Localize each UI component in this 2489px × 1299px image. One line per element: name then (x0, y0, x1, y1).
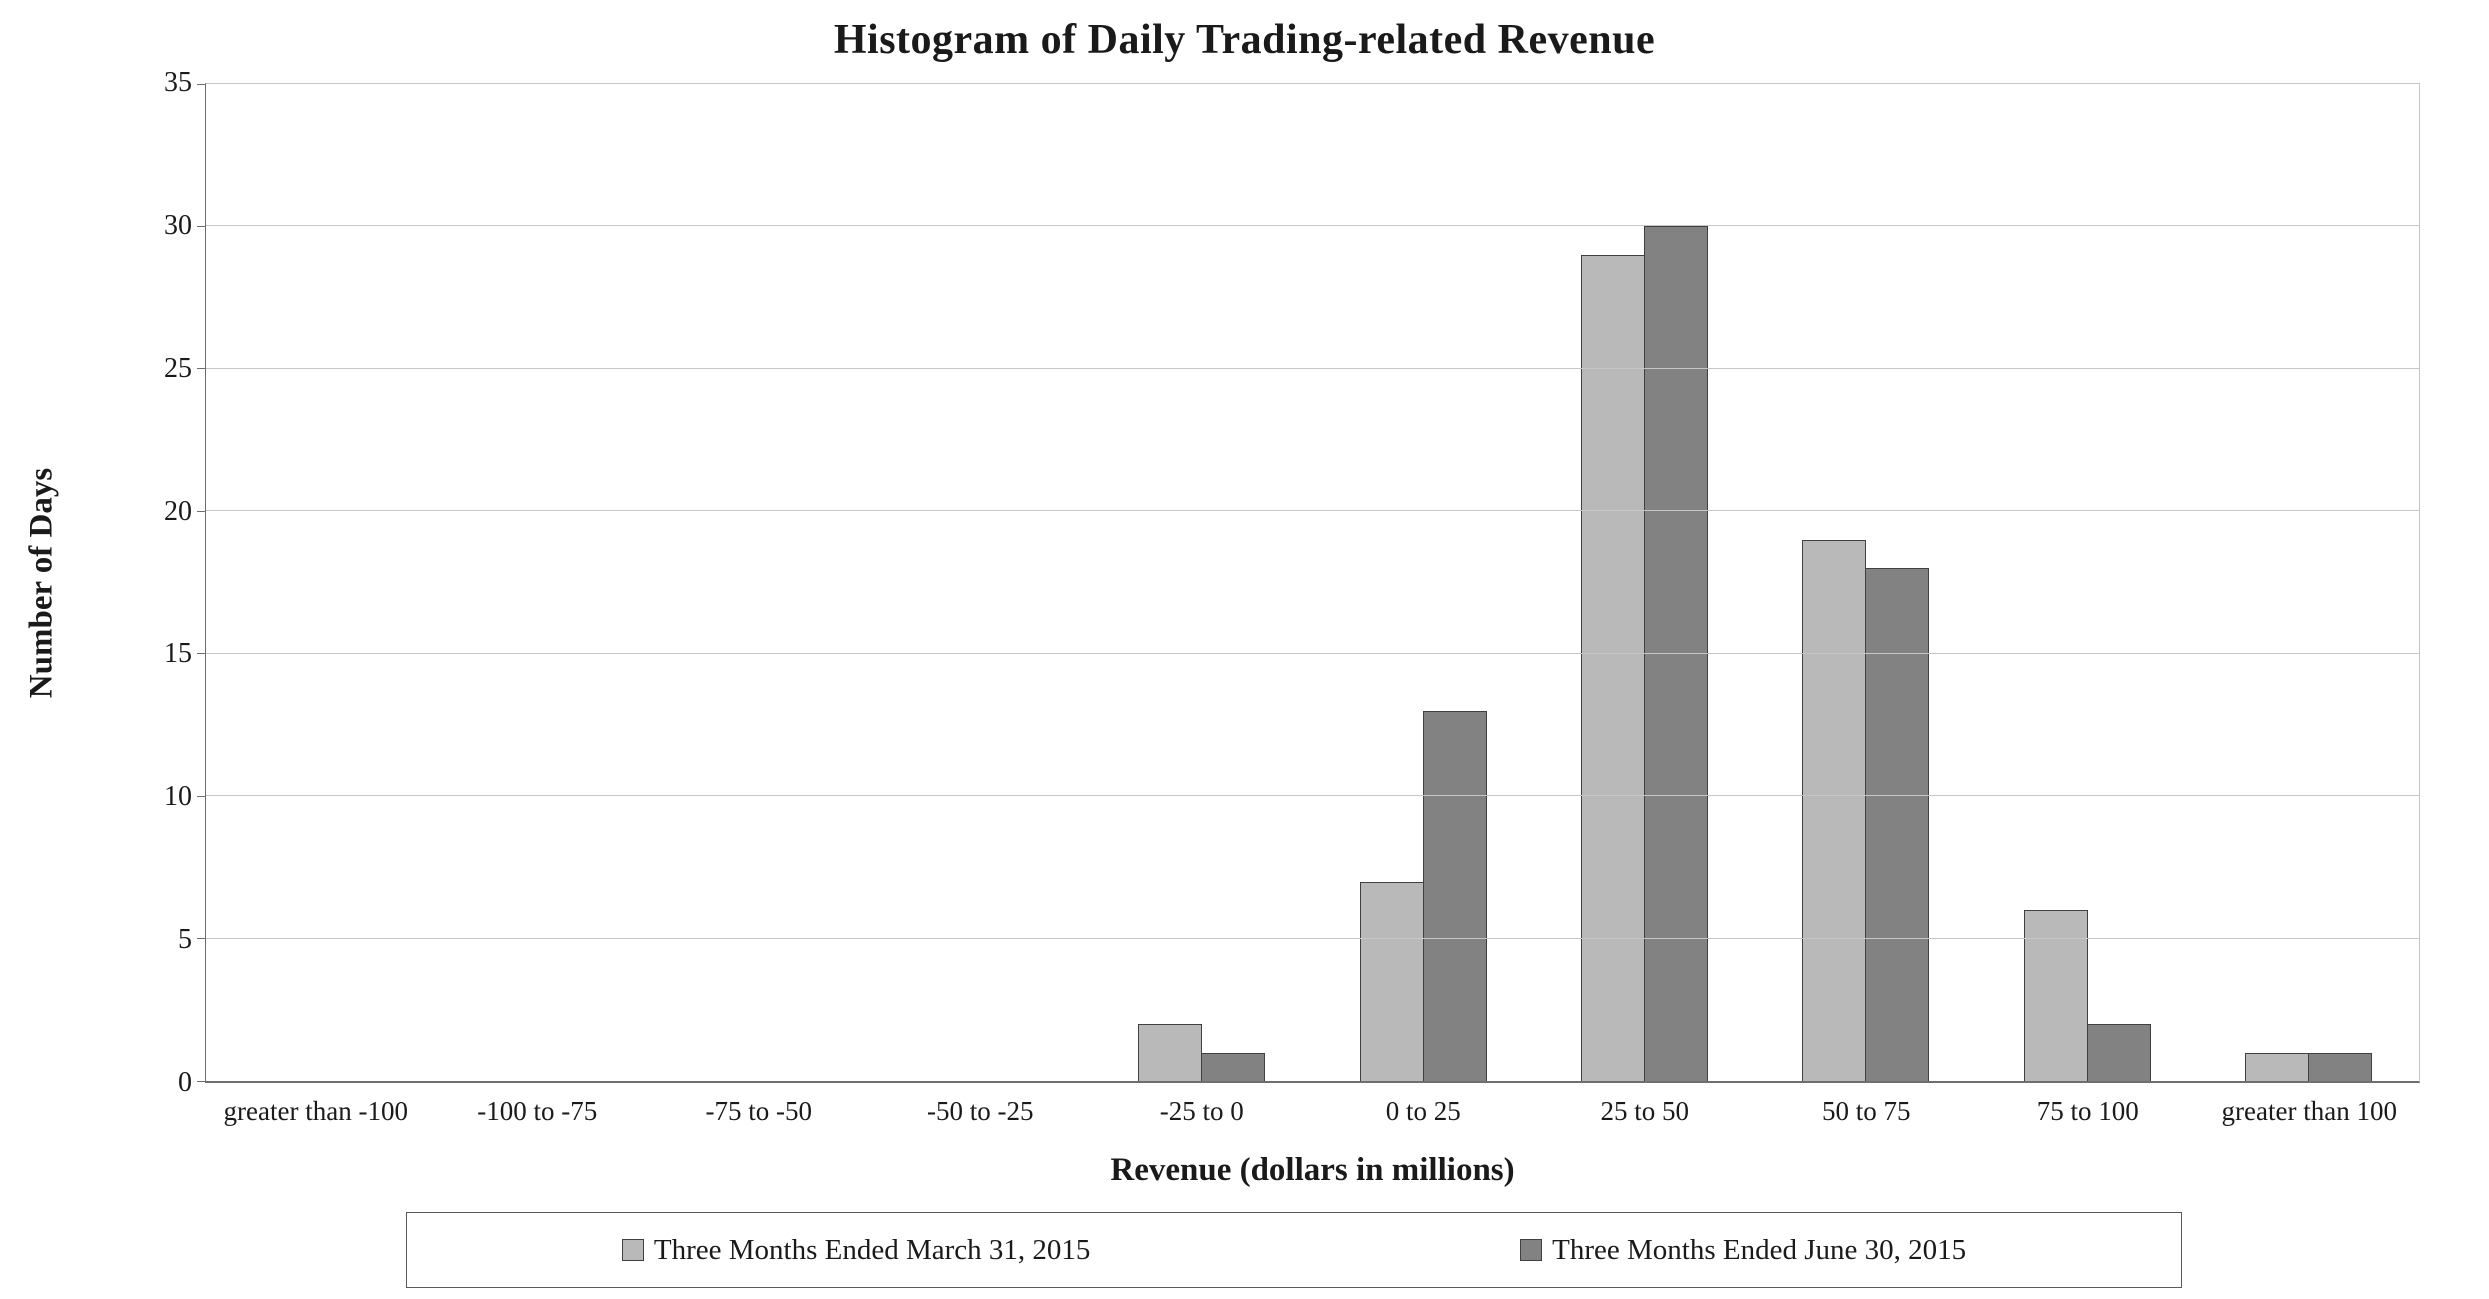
histogram-bar-series2 (1865, 568, 1930, 1081)
y-tick-label: 35 (164, 67, 192, 98)
y-tick-label: 15 (164, 638, 192, 670)
category-group (1312, 84, 1533, 1081)
y-axis-tick-labels: 0 5 10 15 20 25 30 35 (0, 69, 192, 1097)
histogram-bar-series2 (2086, 1024, 2151, 1081)
category-group (1534, 84, 1755, 1081)
category-group (427, 84, 648, 1081)
category-group (1976, 84, 2197, 1081)
legend-item-march: Three Months Ended March 31, 2015 (621, 1233, 1091, 1267)
y-tick-label: 10 (164, 781, 192, 813)
x-axis-title: Revenue (dollars in millions) (1110, 1152, 1515, 1188)
gridline (206, 225, 2419, 227)
y-tick-mark (197, 368, 206, 370)
histogram-bar-series1 (1138, 1024, 1203, 1081)
y-tick-mark (197, 653, 206, 655)
legend-item-june: Three Months Ended June 30, 2015 (1520, 1234, 1966, 1267)
histogram-bar-series1 (2023, 910, 2088, 1081)
x-tick-label: 50 to 75 (1821, 1096, 1911, 1126)
x-tick-label: -75 to -50 (705, 1096, 812, 1126)
y-tick-mark (197, 83, 206, 85)
category-group (1755, 84, 1976, 1081)
histogram-bar-series1 (1802, 539, 1867, 1081)
legend: Three Months Ended March 31, 2015 Three … (406, 1212, 2182, 1288)
y-tick-mark (197, 510, 206, 512)
x-tick-label: greater than -100 (223, 1096, 408, 1126)
y-tick-label: 20 (164, 495, 192, 527)
histogram-bar-series1 (1359, 881, 1424, 1081)
histogram-bar-series2 (1201, 1052, 1266, 1081)
y-tick-label: 0 (178, 1067, 192, 1098)
legend-label-june: Three Months Ended June 30, 2015 (1552, 1233, 1967, 1266)
y-tick-mark (197, 1080, 206, 1082)
chart-title: Histogram of Daily Trading-related Reven… (833, 17, 1656, 63)
histogram-bar-series2 (1422, 710, 1487, 1081)
legend-swatch-march (621, 1239, 644, 1261)
category-group (649, 84, 870, 1081)
y-tick-label: 30 (164, 209, 192, 241)
category-group (206, 84, 427, 1081)
histogram-bar-series2 (1643, 226, 1708, 1081)
y-tick-label: 25 (164, 352, 192, 384)
legend-label-march: Three Months Ended March 31, 2015 (653, 1233, 1091, 1266)
y-tick-mark (197, 225, 206, 227)
gridline (206, 795, 2419, 797)
x-tick-label: -25 to 0 (1159, 1096, 1244, 1126)
y-tick-mark (197, 795, 206, 797)
bars-container (206, 84, 2419, 1081)
x-tick-label: -50 to -25 (927, 1096, 1034, 1126)
x-tick-label: 25 to 50 (1600, 1096, 1689, 1126)
category-group (870, 84, 1091, 1081)
gridline (206, 367, 2419, 369)
x-tick-label: 75 to 100 (2036, 1096, 2139, 1126)
x-tick-label: -100 to -75 (477, 1096, 598, 1126)
y-tick-label: 5 (178, 924, 192, 956)
histogram-bar-series2 (2307, 1052, 2372, 1081)
gridline (206, 510, 2419, 512)
x-axis-tick-labels: greater than -100 -100 to -75 -75 to -50 -5… (205, 1096, 2420, 1127)
gridline (206, 937, 2419, 939)
gridline (206, 652, 2419, 654)
category-group (2198, 84, 2419, 1081)
legend-swatch-june (1520, 1239, 1543, 1261)
x-tick-label: greater than 100 (2221, 1096, 2397, 1126)
plot-area (197, 83, 2420, 1083)
category-group (1091, 84, 1312, 1081)
x-tick-label: 0 to 25 (1385, 1096, 1461, 1126)
histogram-bar-series1 (2244, 1052, 2309, 1081)
histogram-bar-series1 (1580, 254, 1645, 1081)
y-tick-mark (197, 938, 206, 940)
